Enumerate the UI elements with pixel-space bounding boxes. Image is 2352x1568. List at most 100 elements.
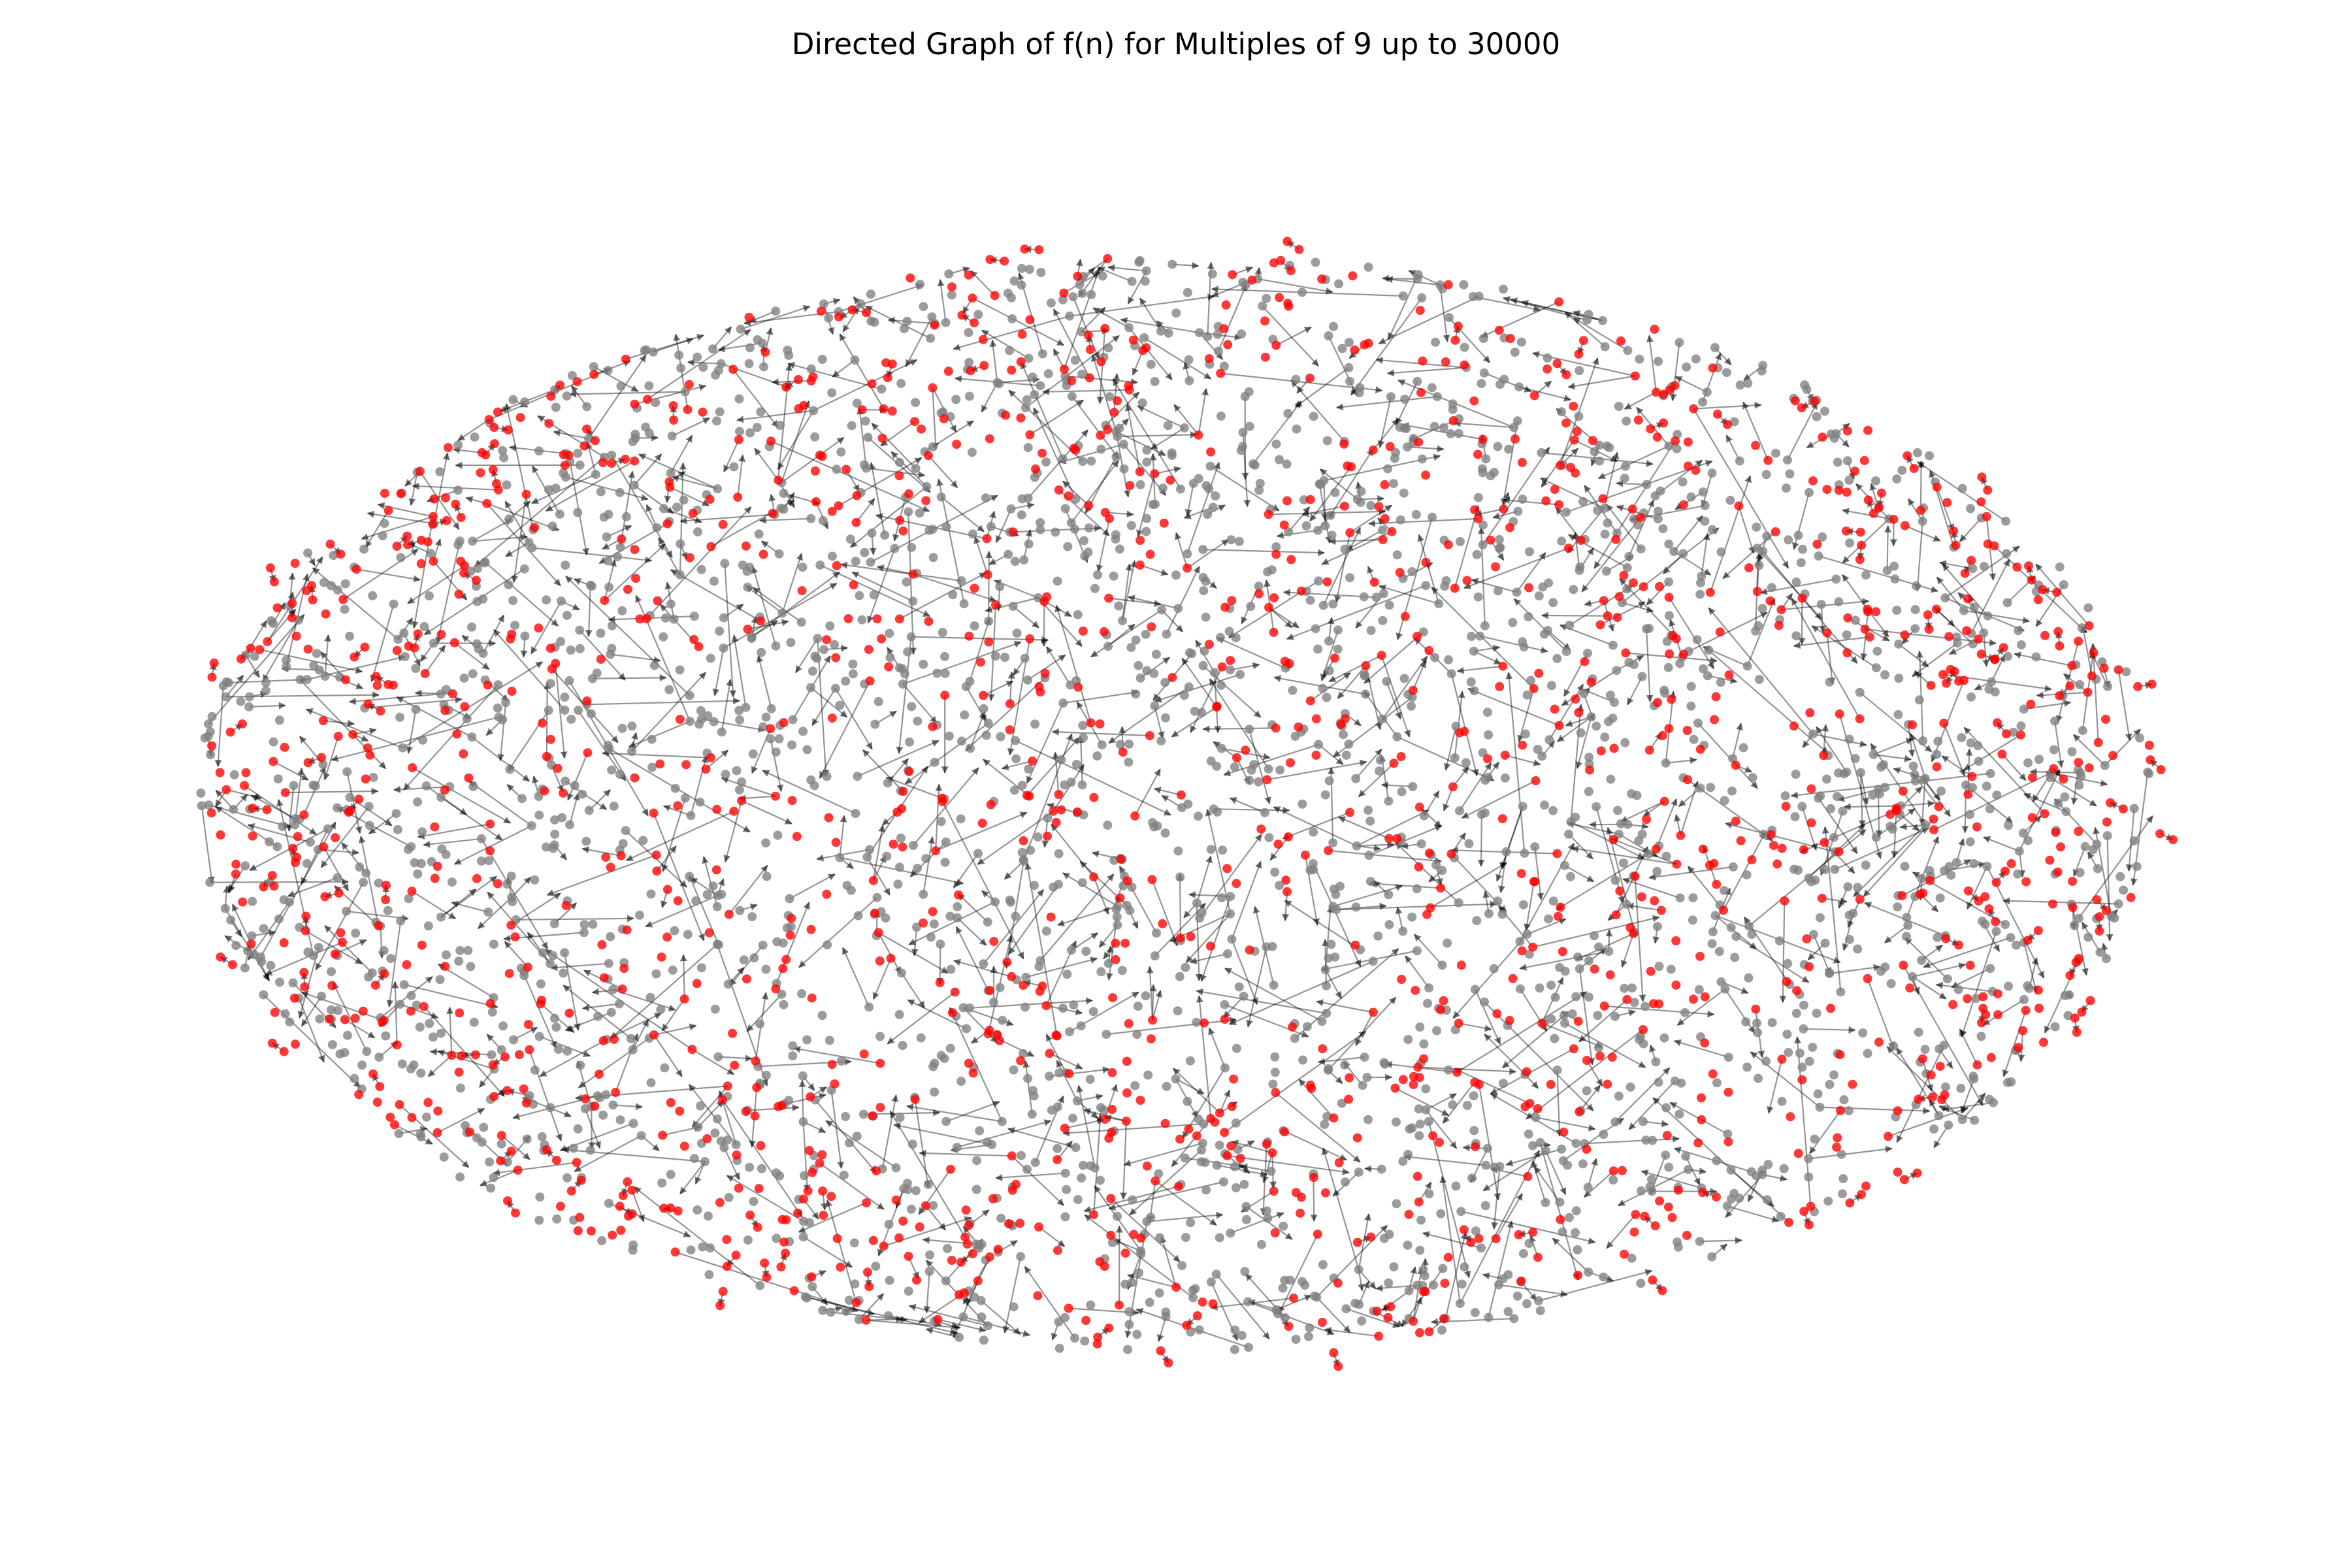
graph-node xyxy=(1853,883,1863,892)
graph-node xyxy=(1058,1004,1068,1013)
graph-node xyxy=(1141,991,1151,1001)
graph-node xyxy=(1280,1313,1290,1322)
graph-edge xyxy=(1834,827,1930,870)
graph-node xyxy=(1027,1109,1037,1119)
graph-node xyxy=(1661,851,1671,861)
graph-edge xyxy=(1128,327,1173,381)
graph-node xyxy=(664,685,674,694)
graph-edge xyxy=(1526,1029,1644,1120)
graph-node xyxy=(923,1179,933,1189)
graph-node xyxy=(551,1022,561,1032)
graph-node xyxy=(1017,263,1026,273)
graph-node-highlighted xyxy=(2001,866,2010,876)
graph-node xyxy=(399,628,409,638)
graph-node xyxy=(1856,768,1865,777)
graph-node xyxy=(1345,338,1354,348)
graph-node xyxy=(1518,637,1527,647)
graph-node xyxy=(1351,774,1361,783)
graph-node xyxy=(1290,1034,1299,1043)
graph-edge xyxy=(1024,862,1058,1036)
graph-node xyxy=(1364,262,1373,272)
graph-node-highlighted xyxy=(623,1177,632,1186)
graph-node-highlighted xyxy=(1789,721,1799,731)
graph-node xyxy=(2132,862,2142,872)
graph-node xyxy=(659,632,668,642)
graph-edge xyxy=(412,767,512,824)
graph-node-highlighted xyxy=(449,638,459,647)
graph-edge xyxy=(1278,1233,1318,1314)
graph-node-highlighted xyxy=(1145,549,1155,559)
graph-node xyxy=(1180,1153,1190,1163)
graph-edge xyxy=(555,663,568,759)
graph-node xyxy=(1674,1109,1684,1119)
graph-node xyxy=(1021,972,1031,982)
graph-node-highlighted xyxy=(921,496,931,506)
graph-node-highlighted xyxy=(1486,535,1495,545)
graph-node-highlighted xyxy=(1103,425,1113,434)
graph-node xyxy=(1305,865,1315,875)
graph-node-highlighted xyxy=(1909,464,1919,473)
graph-edge xyxy=(1208,1027,1226,1068)
graph-node-highlighted xyxy=(1377,651,1386,661)
graph-node xyxy=(1150,499,1160,509)
graph-node-highlighted xyxy=(1576,536,1586,545)
graph-node xyxy=(231,941,241,951)
graph-edge xyxy=(1195,640,1215,674)
graph-node-highlighted xyxy=(1842,487,1852,497)
graph-edge xyxy=(1665,757,1697,764)
graph-node xyxy=(1120,1279,1130,1289)
graph-node-highlighted xyxy=(2126,892,2136,902)
graph-edge xyxy=(1901,859,1972,896)
graph-node xyxy=(559,968,568,978)
graph-node-highlighted xyxy=(993,1245,1003,1254)
graph-node-highlighted xyxy=(1723,419,1732,429)
graph-edge xyxy=(1262,305,1319,367)
graph-node-highlighted xyxy=(596,655,606,664)
graph-node xyxy=(1939,1040,1949,1050)
graph-node xyxy=(928,553,938,563)
graph-node-highlighted xyxy=(1997,749,2007,759)
graph-node xyxy=(1571,1206,1581,1216)
graph-node xyxy=(561,561,570,570)
graph-node-highlighted xyxy=(1175,1134,1184,1144)
graph-node xyxy=(1522,1299,1532,1309)
graph-edge xyxy=(1184,483,1194,517)
graph-node-highlighted xyxy=(1805,708,1815,717)
graph-node-highlighted xyxy=(1603,611,1612,621)
graph-node xyxy=(553,1045,563,1054)
graph-node xyxy=(575,625,585,635)
graph-node-highlighted xyxy=(1215,1108,1224,1118)
graph-node xyxy=(870,719,880,729)
graph-node xyxy=(1043,369,1053,378)
graph-node xyxy=(894,1009,904,1019)
graph-node xyxy=(788,1041,798,1051)
graph-node xyxy=(1752,544,1762,553)
graph-node-highlighted xyxy=(875,1103,885,1112)
graph-node xyxy=(896,968,906,978)
graph-node xyxy=(1672,444,1682,453)
graph-node-highlighted xyxy=(1609,835,1618,844)
graph-edge xyxy=(368,813,397,834)
graph-node xyxy=(932,668,942,678)
graph-edge xyxy=(1960,1079,1975,1114)
graph-node xyxy=(1976,1032,1986,1041)
graph-node xyxy=(936,1051,946,1060)
graph-edge xyxy=(872,855,887,881)
graph-edge xyxy=(608,748,751,833)
graph-edge xyxy=(1042,388,1130,396)
graph-node xyxy=(1041,457,1051,467)
graph-node-highlighted xyxy=(1671,980,1681,990)
graph-node-highlighted xyxy=(734,435,743,444)
graph-edge xyxy=(1166,566,1200,635)
graph-node xyxy=(1084,523,1094,533)
graph-node xyxy=(1742,870,1752,879)
graph-node-highlighted xyxy=(1667,694,1676,704)
graph-node xyxy=(1499,374,1509,384)
graph-node xyxy=(1379,589,1388,598)
graph-node xyxy=(1710,911,1720,921)
graph-node xyxy=(1917,874,1927,883)
graph-edge xyxy=(286,785,295,832)
graph-node xyxy=(1124,757,1134,767)
graph-node xyxy=(575,644,585,653)
graph-edge xyxy=(867,548,896,624)
